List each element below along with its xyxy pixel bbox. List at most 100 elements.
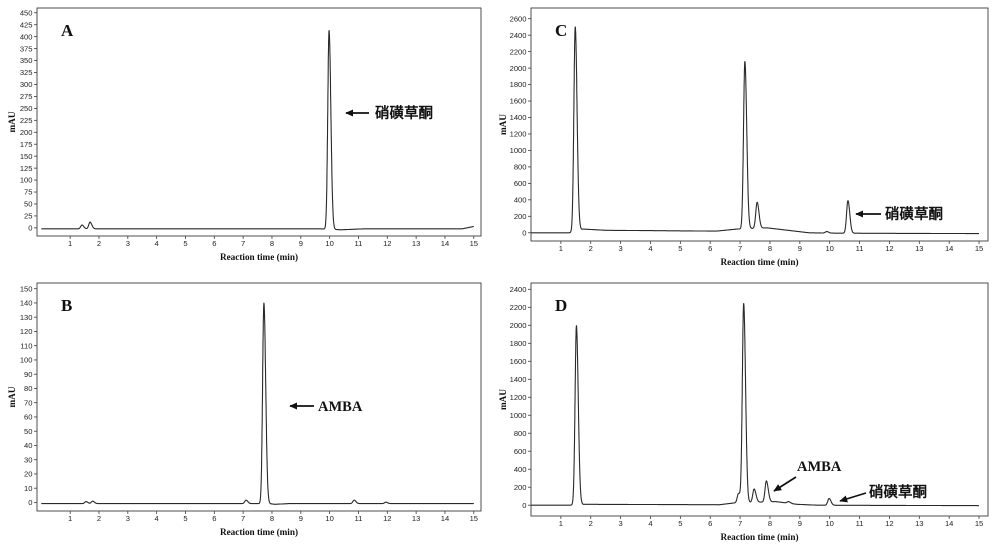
y-tick-label: 1800 — [510, 339, 527, 348]
x-tick-label: 6 — [212, 239, 216, 248]
x-tick-label: 1 — [559, 519, 563, 528]
x-axis-label: Reaction time (min) — [720, 532, 798, 542]
y-tick-label: 400 — [20, 32, 33, 41]
y-tick-label: 90 — [24, 370, 32, 379]
x-tick-label: 7 — [241, 514, 245, 523]
y-tick-label: 350 — [20, 56, 33, 65]
peak-annotation-label: AMBA — [318, 399, 363, 415]
x-tick-label: 8 — [270, 514, 274, 523]
y-axis-label: mAU — [498, 114, 508, 135]
x-tick-label: 11 — [355, 239, 363, 248]
y-tick-label: 1400 — [510, 375, 527, 384]
x-tick-label: 1 — [68, 514, 72, 523]
y-tick-label: 150 — [20, 284, 33, 293]
y-axis-label: mAU — [498, 389, 508, 410]
y-tick-label: 0 — [522, 501, 526, 510]
y-tick-label: 150 — [20, 152, 33, 161]
x-tick-label: 12 — [885, 244, 893, 253]
x-tick-label: 10 — [825, 244, 833, 253]
x-tick-label: 14 — [945, 519, 953, 528]
peak-annotation-label: 硝磺草酮 — [885, 205, 943, 223]
y-tick-label: 2200 — [510, 47, 527, 56]
x-tick-label: 2 — [589, 244, 593, 253]
y-tick-label: 800 — [514, 163, 527, 172]
y-tick-label: 100 — [20, 356, 33, 365]
x-tick-label: 13 — [915, 244, 923, 253]
y-tick-label: 2600 — [510, 14, 527, 23]
y-axis-label: mAU — [7, 111, 17, 132]
x-tick-label: 11 — [856, 519, 864, 528]
y-tick-label: 2200 — [510, 303, 527, 312]
y-tick-label: 1400 — [510, 113, 527, 122]
x-tick-label: 3 — [618, 244, 622, 253]
x-tick-label: 5 — [678, 244, 682, 253]
y-tick-label: 25 — [24, 212, 32, 221]
x-tick-label: 5 — [678, 519, 682, 528]
x-tick-label: 1 — [68, 239, 72, 248]
x-tick-label: 10 — [825, 519, 833, 528]
y-tick-label: 75 — [24, 188, 32, 197]
y-tick-label: 1200 — [510, 393, 527, 402]
x-tick-label: 6 — [708, 519, 712, 528]
x-tick-label: 8 — [768, 244, 772, 253]
y-tick-label: 80 — [24, 384, 32, 393]
x-tick-label: 5 — [183, 514, 187, 523]
y-tick-label: 600 — [514, 179, 527, 188]
x-tick-label: 14 — [441, 514, 449, 523]
y-tick-label: 400 — [514, 195, 527, 204]
y-tick-label: 1000 — [510, 411, 527, 420]
x-tick-label: 12 — [383, 514, 391, 523]
y-tick-label: 20 — [24, 470, 32, 479]
y-tick-label: 250 — [20, 104, 33, 113]
x-axis-label: Reaction time (min) — [720, 257, 798, 267]
x-tick-label: 3 — [126, 239, 130, 248]
x-tick-label: 7 — [738, 519, 742, 528]
y-tick-label: 0 — [28, 498, 32, 507]
panel-label: A — [61, 21, 74, 40]
y-tick-label: 800 — [514, 429, 527, 438]
panel-label: C — [555, 21, 567, 40]
x-tick-label: 15 — [470, 514, 478, 523]
x-tick-label: 6 — [708, 244, 712, 253]
x-tick-label: 9 — [798, 519, 802, 528]
y-tick-label: 600 — [514, 447, 527, 456]
x-tick-label: 9 — [299, 514, 303, 523]
x-tick-label: 4 — [155, 514, 159, 523]
y-tick-label: 130 — [20, 313, 33, 322]
y-tick-label: 10 — [24, 484, 32, 493]
y-tick-label: 140 — [20, 299, 33, 308]
y-tick-label: 2400 — [510, 285, 527, 294]
x-tick-label: 13 — [412, 239, 420, 248]
y-tick-label: 1000 — [510, 146, 527, 155]
x-tick-label: 8 — [270, 239, 274, 248]
y-tick-label: 70 — [24, 398, 32, 407]
x-tick-label: 7 — [241, 239, 245, 248]
x-tick-label: 4 — [155, 239, 159, 248]
x-tick-label: 12 — [383, 239, 391, 248]
y-tick-label: 400 — [514, 465, 527, 474]
y-tick-label: 2000 — [510, 64, 527, 73]
panel-label: B — [61, 296, 72, 315]
x-tick-label: 10 — [325, 239, 333, 248]
y-tick-label: 50 — [24, 427, 32, 436]
x-tick-label: 9 — [299, 239, 303, 248]
y-tick-label: 200 — [514, 212, 527, 221]
x-tick-label: 1 — [559, 244, 563, 253]
y-tick-label: 2400 — [510, 31, 527, 40]
x-tick-label: 15 — [470, 239, 478, 248]
y-tick-label: 110 — [20, 341, 32, 350]
x-tick-label: 15 — [975, 244, 983, 253]
y-tick-label: 60 — [24, 413, 32, 422]
y-tick-label: 40 — [24, 441, 32, 450]
y-tick-label: 300 — [20, 80, 33, 89]
y-tick-label: 275 — [20, 92, 33, 101]
y-tick-label: 1600 — [510, 357, 527, 366]
y-tick-label: 375 — [20, 44, 33, 53]
x-tick-label: 5 — [183, 239, 187, 248]
x-tick-label: 14 — [441, 239, 449, 248]
y-tick-label: 325 — [20, 68, 33, 77]
x-tick-label: 7 — [738, 244, 742, 253]
x-tick-label: 2 — [97, 514, 101, 523]
